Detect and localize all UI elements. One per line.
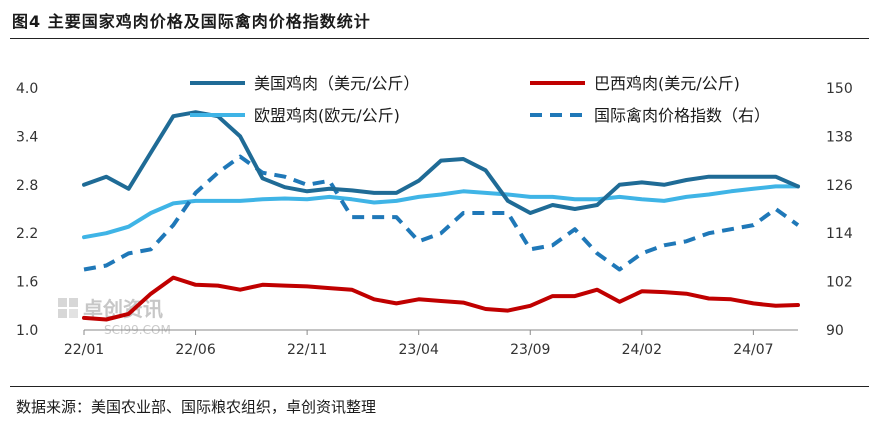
x-tick-label: 24/02 xyxy=(622,342,662,358)
y-left-tick-label: 2.8 xyxy=(16,178,38,194)
legend-label-brazil: 巴西鸡肉(美元/公斤) xyxy=(594,74,740,93)
x-tick-label: 22/11 xyxy=(287,342,327,358)
x-tick-label: 22/01 xyxy=(64,342,104,358)
y-left-tick-label: 1.0 xyxy=(16,323,38,339)
y-right-tick-label: 90 xyxy=(826,323,844,339)
y-right-tick-label: 102 xyxy=(826,275,853,291)
title-rule xyxy=(10,38,869,39)
legend-label-index: 国际禽肉价格指数（右） xyxy=(594,106,770,125)
chart-svg: 卓创资讯 SCI99.COM 22/01 22/06 22/11 23/04 23/09… xyxy=(16,74,853,358)
x-tick-label: 24/07 xyxy=(733,342,773,358)
series-line-index xyxy=(83,154,800,272)
series-line-eu xyxy=(82,184,800,240)
y-right-tick-label: 114 xyxy=(826,226,853,242)
x-tick-label: 23/09 xyxy=(510,342,550,358)
y-left-tick-label: 1.6 xyxy=(16,275,38,291)
y-right-tick-label: 150 xyxy=(826,81,853,97)
y-right-tick-label: 138 xyxy=(826,129,853,145)
source-rule xyxy=(10,386,869,387)
source-note: 数据来源：美国农业部、国际粮农组织，卓创资讯整理 xyxy=(16,398,377,416)
x-tick-label: 22/06 xyxy=(175,342,215,358)
legend: 美国鸡肉（美元/公斤） 巴西鸡肉(美元/公斤) 欧盟鸡肉(欧元/公斤) 国际禽肉… xyxy=(190,74,770,125)
series-line-brazil xyxy=(82,275,800,322)
x-tick-label: 23/04 xyxy=(399,342,439,358)
chart-title: 图4 主要国家鸡肉价格及国际禽肉价格指数统计 xyxy=(12,12,371,31)
y-left-tick-label: 4.0 xyxy=(16,81,38,97)
legend-label-eu: 欧盟鸡肉(欧元/公斤) xyxy=(254,106,400,125)
y-left-tick-label: 2.2 xyxy=(16,226,38,242)
y-left-tick-label: 3.4 xyxy=(16,129,38,145)
watermark-logo-icon xyxy=(58,298,78,318)
axes: 22/01 22/06 22/11 23/04 23/09 24/02 24/07 1.0 1.… xyxy=(16,81,853,358)
y-right-tick-label: 126 xyxy=(826,178,853,194)
series-layer xyxy=(82,110,800,322)
legend-label-us: 美国鸡肉（美元/公斤） xyxy=(254,74,419,93)
